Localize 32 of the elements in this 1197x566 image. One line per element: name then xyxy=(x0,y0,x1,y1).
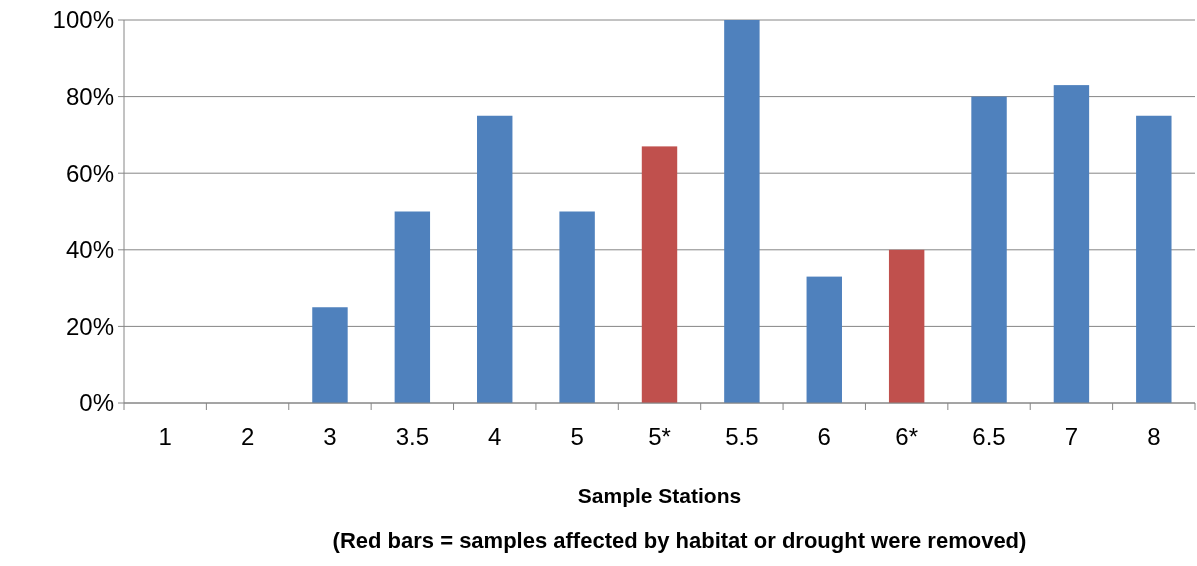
x-tick-label: 3.5 xyxy=(395,423,430,450)
x-tick-label: 6.5 xyxy=(972,423,1006,450)
x-tick-label: 5.5 xyxy=(725,423,759,450)
bar xyxy=(1136,115,1172,403)
x-tick-label: 4 xyxy=(488,423,502,450)
y-tick-label: 40% xyxy=(65,236,114,264)
bar xyxy=(888,249,925,403)
x-tick-label: 7 xyxy=(1064,423,1079,450)
x-tick-label: 1 xyxy=(158,423,172,450)
bar xyxy=(724,20,760,403)
x-axis-title: Sample Stations xyxy=(577,484,742,507)
y-tick-label: 0% xyxy=(79,389,114,417)
bar xyxy=(641,146,678,403)
bar xyxy=(312,307,348,403)
bar xyxy=(806,276,842,403)
x-tick-label: 6* xyxy=(895,423,918,450)
x-tick-label: 5* xyxy=(648,423,671,450)
x-tick-label: 2 xyxy=(240,423,255,450)
bar xyxy=(971,96,1007,403)
y-tick-label: 60% xyxy=(65,159,114,187)
x-tick-label: 5 xyxy=(570,423,584,450)
text: (Red bars = samples affected by habitat or drought were removed) xyxy=(332,528,1027,553)
y-tick-label: 80% xyxy=(65,83,114,110)
bar xyxy=(477,115,513,403)
y-tick-label: 20% xyxy=(65,312,114,340)
x-tick-label: 3 xyxy=(323,423,337,450)
y-tick-label: 100% xyxy=(52,6,114,34)
x-tick-label: 6 xyxy=(817,423,831,450)
bar xyxy=(1053,85,1090,403)
x-tick-label: 8 xyxy=(1147,423,1161,450)
bar xyxy=(559,211,595,403)
bar xyxy=(394,211,431,403)
